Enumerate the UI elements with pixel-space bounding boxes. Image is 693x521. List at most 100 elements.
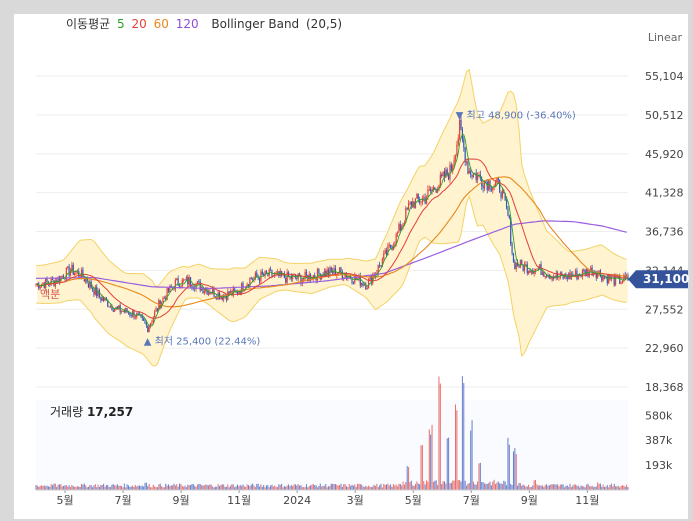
volume-bar: [100, 484, 102, 490]
time-axis-tick: 5월: [56, 494, 73, 507]
volume-bar: [548, 485, 550, 490]
volume-bar: [274, 485, 276, 490]
volume-bar: [198, 483, 200, 490]
volume-bar: [151, 487, 153, 490]
ma5-legend[interactable]: 5: [117, 17, 125, 31]
volume-bar: [623, 485, 625, 490]
volume-bar: [49, 486, 51, 490]
scale-mode-toggle[interactable]: Linear: [647, 31, 682, 44]
candle-body: [60, 275, 62, 282]
volume-bar: [165, 483, 167, 490]
volume-bar: [332, 483, 334, 490]
bollinger-legend[interactable]: Bollinger Band: [211, 17, 300, 31]
candle-body: [367, 279, 370, 289]
volume-bar: [183, 486, 185, 490]
volume-bar: [557, 484, 559, 490]
candle-body: [217, 292, 219, 299]
volume-bar: [597, 482, 599, 490]
volume-bar: [281, 483, 283, 490]
candle-body: [261, 271, 263, 275]
volume-bar: [61, 486, 63, 490]
candle-body: [402, 223, 404, 227]
candle-body: [85, 279, 87, 282]
candle-body: [298, 273, 301, 276]
ma120-legend[interactable]: 120: [175, 17, 199, 31]
volume-bar: [609, 484, 611, 490]
volume-bar: [394, 485, 396, 490]
volume-bar: [376, 483, 378, 490]
candle-body: [370, 275, 372, 284]
volume-bar: [536, 484, 538, 490]
volume-bar: [532, 485, 534, 490]
volume-bar: [372, 486, 374, 490]
time-axis-tick: 2024: [283, 494, 311, 507]
candle-body: [151, 321, 153, 324]
candle-body: [601, 276, 603, 281]
volume-bar: [294, 484, 296, 490]
volume-bar: [98, 486, 100, 490]
candle-body: [64, 278, 66, 280]
candle-body: [118, 305, 120, 309]
candle-body: [109, 305, 112, 307]
volume-bar: [583, 486, 585, 490]
candle-body: [457, 138, 459, 145]
candle-body: [296, 277, 298, 279]
candle-body: [334, 267, 337, 276]
candle-body: [407, 203, 410, 210]
volume-bar: [612, 486, 614, 490]
volume-bar: [235, 486, 237, 490]
volume-bar: [537, 485, 539, 490]
candle-body: [178, 285, 181, 289]
price-axis-tick: 55,104: [645, 70, 684, 83]
volume-bar: [401, 485, 403, 490]
time-axis-tick: 9월: [521, 494, 538, 507]
candle-body: [116, 306, 119, 309]
volume-bar: [268, 487, 270, 490]
candle-body: [154, 311, 156, 318]
candle-body: [249, 278, 251, 287]
candle-body: [483, 180, 486, 189]
candle-body: [569, 272, 571, 279]
volume-bar: [595, 486, 597, 490]
volume-bar: [79, 486, 81, 490]
volume-bar: [483, 483, 485, 490]
volume-bar: [590, 486, 592, 490]
volume-bar: [519, 483, 521, 490]
volume-bar: [161, 486, 163, 490]
candle-body: [515, 262, 517, 270]
candle-body: [286, 271, 288, 283]
volume-bar: [69, 487, 71, 490]
candle-body: [381, 259, 383, 267]
ma20-legend[interactable]: 20: [131, 17, 147, 31]
volume-bar: [125, 487, 127, 490]
candle-body: [326, 269, 328, 277]
volume-bar: [561, 484, 563, 490]
volume-bar: [188, 485, 190, 490]
volume-bar: [38, 486, 40, 490]
volume-bar: [279, 485, 281, 490]
volume-bar: [286, 485, 288, 490]
candle-body: [428, 189, 430, 191]
candle-body: [340, 267, 342, 272]
volume-bar: [176, 484, 178, 490]
candle-body: [423, 197, 425, 199]
volume-bar: [104, 486, 106, 490]
volume-bar: [616, 486, 618, 490]
volume-bar: [312, 484, 314, 490]
volume-bar: [543, 486, 545, 490]
candle-body: [519, 259, 521, 268]
volume-bar: [384, 484, 386, 490]
candle-body: [507, 207, 509, 216]
candle-body: [597, 273, 599, 278]
volume-bar: [511, 485, 513, 490]
candle-body: [228, 291, 230, 295]
candle-body: [206, 289, 208, 295]
candle-body: [523, 264, 526, 271]
volume-bar: [359, 484, 361, 490]
candle-body: [459, 119, 461, 139]
volume-bar: [322, 485, 324, 490]
ma60-legend[interactable]: 60: [153, 17, 169, 31]
candle-body: [174, 280, 176, 290]
ma-legend-title[interactable]: 이동평균: [66, 17, 111, 31]
